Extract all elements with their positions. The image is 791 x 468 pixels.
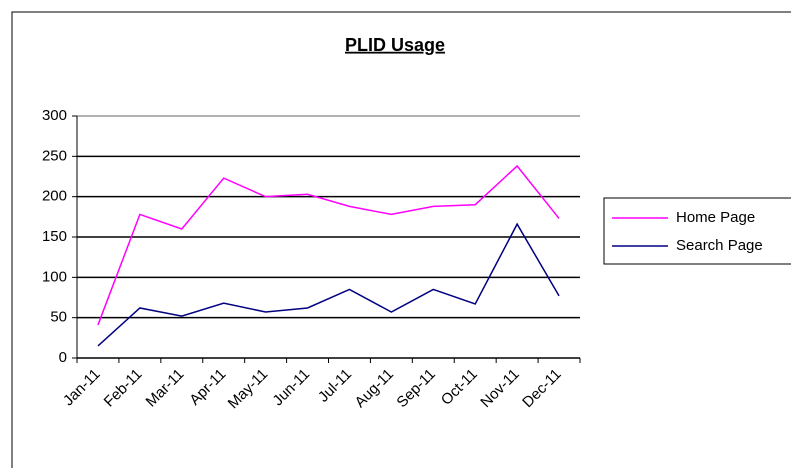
y-tick-label: 0 xyxy=(59,349,67,366)
y-tick-label: 300 xyxy=(42,107,67,124)
legend-label: Home Page xyxy=(676,209,755,226)
series-line xyxy=(97,222,560,347)
y-tick-label: 100 xyxy=(42,268,67,285)
y-tick-label: 200 xyxy=(42,188,67,205)
y-tick-label: 50 xyxy=(50,309,67,326)
series-line xyxy=(97,164,560,326)
legend-box xyxy=(603,197,791,265)
y-tick-label: 250 xyxy=(42,147,67,164)
y-tick-label: 150 xyxy=(42,228,67,245)
legend-label: Search Page xyxy=(676,237,763,254)
chart-title: PLID Usage xyxy=(345,35,445,55)
